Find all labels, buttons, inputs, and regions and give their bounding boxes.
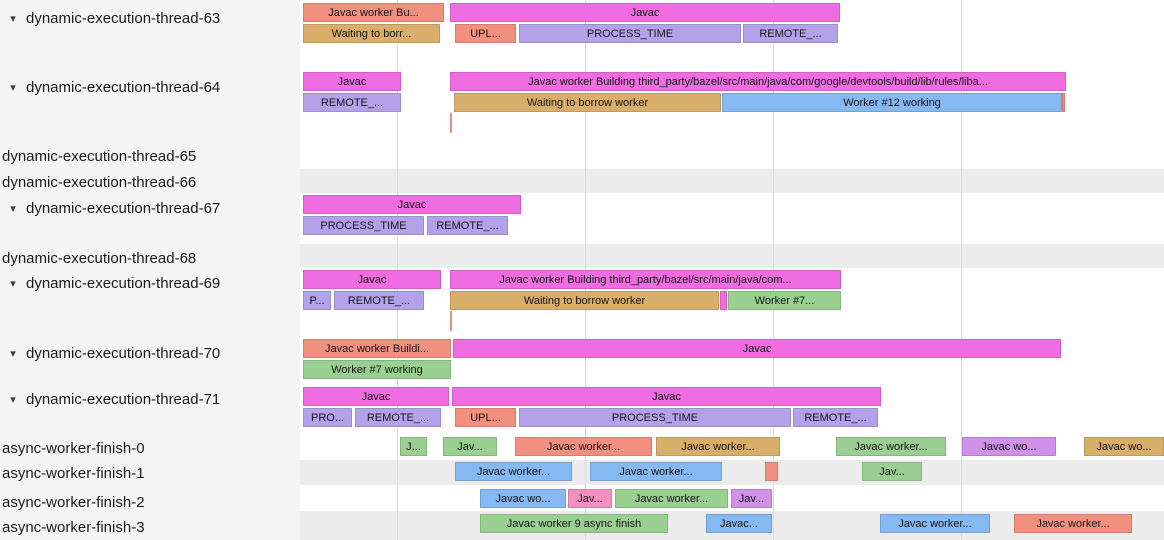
trace-event-bar[interactable]: Javac worker...: [590, 462, 722, 481]
track-label[interactable]: dynamic-execution-thread-66: [0, 171, 298, 193]
expander-icon[interactable]: ▾: [10, 202, 16, 215]
trace-event-bar[interactable]: [1062, 93, 1065, 112]
track-label[interactable]: async-worker-finish-0: [0, 437, 298, 459]
trace-event-bar[interactable]: UPL...: [455, 408, 516, 427]
trace-event-bar[interactable]: Waiting to borrow worker: [450, 291, 719, 310]
trace-event-bar[interactable]: Worker #12 working: [722, 93, 1062, 112]
track-label-text: dynamic-execution-thread-67: [26, 199, 221, 217]
trace-event-bar[interactable]: Javac wo...: [480, 489, 566, 508]
trace-event-bar[interactable]: UPL...: [455, 24, 516, 43]
trace-event-bar[interactable]: Javac wo...: [1084, 437, 1164, 456]
trace-event-bar[interactable]: P...: [303, 291, 331, 310]
instant-event-tick[interactable]: [450, 311, 452, 331]
track-label[interactable]: ▾ dynamic-execution-thread-63: [0, 7, 298, 29]
track-label-text: async-worker-finish-1: [2, 464, 145, 482]
trace-event-bar[interactable]: Javac worker...: [455, 462, 572, 481]
trace-event-bar[interactable]: Javac worker Buildi...: [303, 339, 451, 358]
trace-event-bar[interactable]: Javac worker...: [515, 437, 652, 456]
trace-event-bar[interactable]: PROCESS_TIME: [303, 216, 424, 235]
track-label[interactable]: async-worker-finish-1: [0, 462, 298, 484]
trace-event-bar[interactable]: [720, 291, 727, 310]
trace-event-bar[interactable]: Javac wo...: [962, 437, 1056, 456]
track-label-text: async-worker-finish-2: [2, 493, 145, 511]
track-label[interactable]: async-worker-finish-2: [0, 491, 298, 513]
expander-icon[interactable]: ▾: [10, 81, 16, 94]
expander-icon[interactable]: ▾: [10, 277, 16, 290]
track-label[interactable]: ▾ dynamic-execution-thread-64: [0, 76, 298, 98]
trace-event-bar[interactable]: Javac worker...: [1014, 514, 1132, 533]
trace-event-bar[interactable]: Javac: [452, 387, 881, 406]
trace-event-bar[interactable]: Javac worker 9 async finish: [480, 514, 668, 533]
track-band: [300, 460, 1164, 485]
track-label-text: dynamic-execution-thread-71: [26, 390, 221, 408]
track-label[interactable]: ▾ dynamic-execution-thread-70: [0, 342, 298, 364]
trace-event-bar[interactable]: PROCESS_TIME: [519, 408, 791, 427]
trace-event-bar[interactable]: Javac: [453, 339, 1061, 358]
trace-event-bar[interactable]: Waiting to borrow worker: [454, 93, 721, 112]
track-label[interactable]: async-worker-finish-3: [0, 516, 298, 538]
instant-event-tick[interactable]: [450, 113, 452, 133]
trace-event-bar[interactable]: REMOTE_...: [427, 216, 508, 235]
trace-event-bar[interactable]: REMOTE_...: [743, 24, 838, 43]
trace-event-bar[interactable]: REMOTE_...: [303, 93, 401, 112]
trace-event-bar[interactable]: Javac worker...: [836, 437, 946, 456]
trace-event-bar[interactable]: PROCESS_TIME: [519, 24, 741, 43]
trace-event-bar[interactable]: Jav...: [862, 462, 922, 481]
track-band: [300, 244, 1164, 268]
trace-event-bar[interactable]: Javac worker...: [880, 514, 990, 533]
track-label[interactable]: ▾ dynamic-execution-thread-67: [0, 197, 298, 219]
track-label-text: dynamic-execution-thread-65: [2, 147, 197, 165]
track-name-sidebar: [0, 0, 300, 540]
trace-event-bar[interactable]: Javac worker Bu...: [303, 3, 444, 22]
trace-event-bar[interactable]: Javac...: [706, 514, 772, 533]
trace-event-bar[interactable]: Javac: [303, 387, 449, 406]
trace-event-bar[interactable]: Javac: [303, 195, 521, 214]
trace-event-bar[interactable]: Jav...: [443, 437, 497, 456]
track-label-text: dynamic-execution-thread-70: [26, 344, 221, 362]
trace-event-bar[interactable]: Worker #7 working: [303, 360, 451, 379]
trace-event-bar[interactable]: Javac worker...: [656, 437, 780, 456]
trace-event-bar[interactable]: Jav...: [731, 489, 772, 508]
trace-event-bar[interactable]: Javac worker...: [615, 489, 728, 508]
trace-event-bar[interactable]: Worker #7...: [728, 291, 841, 310]
track-label-text: async-worker-finish-0: [2, 439, 145, 457]
track-label-text: dynamic-execution-thread-63: [26, 9, 221, 27]
trace-event-bar[interactable]: Javac: [303, 72, 401, 91]
expander-icon[interactable]: ▾: [10, 347, 16, 360]
track-label[interactable]: dynamic-execution-thread-68: [0, 247, 298, 269]
trace-event-bar[interactable]: Waiting to borr...: [303, 24, 440, 43]
trace-event-bar[interactable]: Javac worker Building third_party/bazel/…: [450, 270, 841, 289]
trace-event-bar[interactable]: REMOTE_...: [355, 408, 441, 427]
trace-event-bar[interactable]: [765, 462, 778, 481]
track-label[interactable]: ▾ dynamic-execution-thread-71: [0, 388, 298, 410]
track-label-text: dynamic-execution-thread-68: [2, 249, 197, 267]
expander-icon[interactable]: ▾: [10, 12, 16, 25]
track-label-text: dynamic-execution-thread-66: [2, 173, 197, 191]
trace-event-bar[interactable]: REMOTE_...: [793, 408, 878, 427]
trace-event-bar[interactable]: REMOTE_...: [334, 291, 424, 310]
trace-event-bar[interactable]: PRO...: [303, 408, 352, 427]
track-label[interactable]: ▾ dynamic-execution-thread-69: [0, 272, 298, 294]
gridline: [961, 0, 962, 540]
trace-event-bar[interactable]: J...: [400, 437, 427, 456]
expander-icon[interactable]: ▾: [10, 393, 16, 406]
trace-event-bar[interactable]: Jav...: [568, 489, 612, 508]
trace-event-bar[interactable]: Javac: [303, 270, 441, 289]
track-band: [300, 169, 1164, 193]
track-label-text: async-worker-finish-3: [2, 518, 145, 536]
track-label-text: dynamic-execution-thread-69: [26, 274, 221, 292]
track-label-text: dynamic-execution-thread-64: [26, 78, 221, 96]
track-label[interactable]: dynamic-execution-thread-65: [0, 145, 298, 167]
trace-event-bar[interactable]: Javac worker Building third_party/bazel/…: [450, 72, 1066, 91]
trace-event-bar[interactable]: Javac: [450, 3, 840, 22]
